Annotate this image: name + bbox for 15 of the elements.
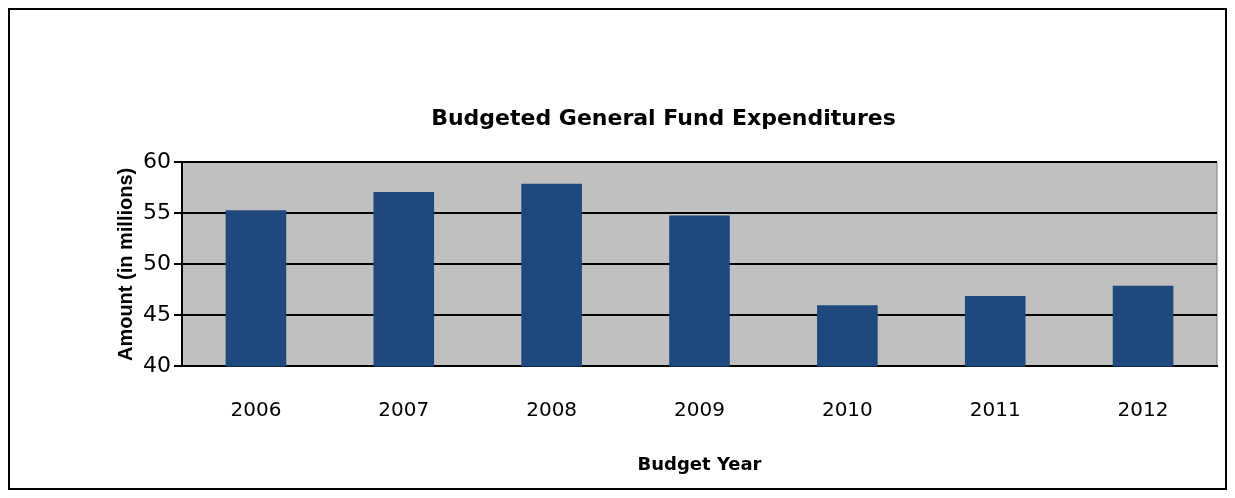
- x-tick-label: 2011: [969, 396, 1021, 421]
- x-tick-label: 2009: [674, 396, 725, 421]
- x-tick-label: 2007: [378, 396, 430, 421]
- y-tick-label: 60: [142, 148, 171, 174]
- x-tick-label: 2008: [526, 396, 578, 421]
- y-tick-label: 50: [142, 250, 171, 276]
- y-axis-title: Amount (in millions): [113, 167, 136, 362]
- y-tick-label: 55: [142, 199, 171, 225]
- x-tick-label: 2006: [230, 396, 282, 421]
- y-tick-label: 40: [142, 352, 171, 378]
- chart-title: Budgeted General Fund Expenditures: [431, 104, 896, 130]
- x-tick-label: 2012: [1117, 396, 1169, 421]
- x-axis-title: Budget Year: [637, 452, 762, 474]
- y-tick-label: 45: [142, 301, 171, 327]
- x-tick-label: 2010: [821, 396, 873, 421]
